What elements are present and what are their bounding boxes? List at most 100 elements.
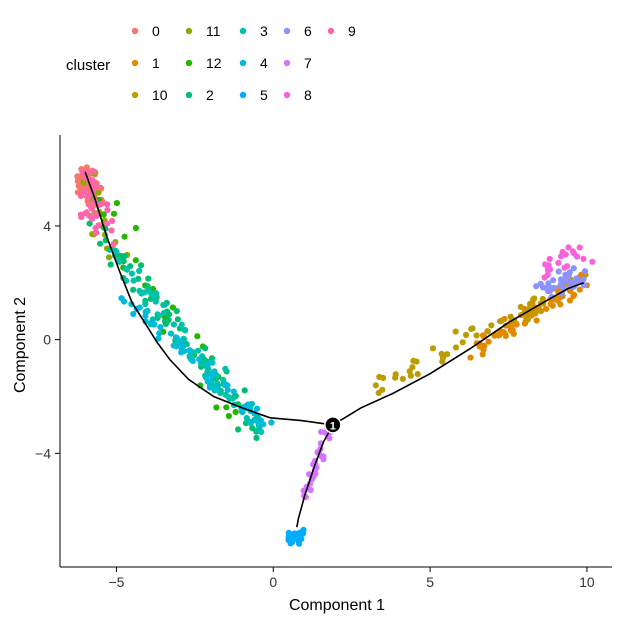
data-point: [576, 244, 583, 251]
series-cluster-7: [300, 424, 334, 501]
data-point: [480, 346, 487, 353]
data-point: [88, 215, 96, 222]
data-point: [235, 426, 242, 433]
data-point: [297, 532, 304, 539]
data-point: [186, 347, 193, 354]
data-point: [531, 295, 538, 302]
data-point: [571, 291, 578, 298]
data-point: [318, 428, 325, 435]
data-point: [166, 311, 173, 318]
legend-swatch-9: [327, 27, 335, 35]
data-point: [407, 372, 414, 379]
data-point: [105, 254, 113, 261]
data-point: [545, 267, 552, 274]
data-point: [108, 227, 115, 234]
data-point: [320, 453, 327, 460]
data-point: [224, 386, 231, 394]
data-point: [485, 338, 492, 345]
data-point: [543, 305, 550, 312]
data-point: [488, 322, 495, 329]
data-point: [130, 286, 137, 293]
data-point: [194, 333, 201, 340]
data-point: [151, 321, 158, 328]
data-point: [167, 330, 175, 337]
y-tick-label: −4: [35, 445, 51, 461]
series-cluster-8: [541, 244, 596, 281]
data-point: [524, 316, 531, 323]
legend-item-0: 0: [131, 23, 160, 39]
trajectory-branch-3: [296, 424, 334, 528]
legend-label-2: 2: [206, 87, 214, 103]
data-point: [554, 295, 562, 303]
data-point: [109, 217, 116, 224]
data-point: [463, 331, 470, 338]
data-point: [479, 332, 487, 339]
data-point: [392, 371, 399, 378]
data-point: [182, 327, 189, 334]
data-point: [136, 267, 143, 274]
legend-item-11: 11: [185, 23, 221, 39]
data-point: [254, 405, 261, 412]
data-point: [202, 345, 209, 352]
data-point: [174, 316, 181, 323]
data-point: [529, 309, 536, 317]
data-point: [91, 183, 98, 190]
legend-swatch-0: [131, 27, 139, 35]
data-point: [533, 317, 540, 324]
data-point: [555, 259, 562, 266]
x-axis-title: Component 1: [289, 597, 385, 614]
data-point: [576, 286, 583, 293]
data-point: [130, 310, 137, 318]
legend-label-4: 4: [260, 55, 268, 71]
legend-item-3: 3: [239, 23, 268, 39]
series-cluster-10: [372, 295, 547, 396]
data-point: [115, 257, 122, 264]
data-point: [100, 211, 107, 218]
data-point: [209, 373, 216, 380]
legend-label-9: 9: [348, 23, 356, 39]
data-point: [92, 211, 99, 218]
legend-item-10: 10: [131, 87, 168, 103]
data-point: [132, 257, 139, 264]
trajectory-lines: 1: [84, 171, 585, 528]
y-tick-label: 0: [43, 332, 51, 348]
series-cluster-4: [118, 295, 275, 428]
data-point: [173, 308, 180, 315]
data-point: [569, 279, 577, 287]
data-point: [104, 201, 111, 208]
data-point: [537, 280, 544, 287]
data-point: [550, 277, 557, 284]
data-point: [181, 348, 188, 355]
data-point: [574, 253, 581, 260]
data-point: [452, 344, 460, 351]
data-point: [230, 388, 237, 395]
data-point: [155, 335, 162, 342]
data-point: [121, 253, 128, 260]
data-point: [444, 351, 451, 358]
data-point: [429, 345, 437, 352]
legend-swatch-7: [283, 59, 291, 67]
data-point: [152, 298, 159, 305]
data-point: [295, 537, 302, 545]
data-point: [145, 275, 152, 282]
data-point: [539, 295, 546, 303]
data-point: [220, 376, 227, 383]
data-point: [256, 425, 263, 432]
legend-item-8: 8: [283, 87, 312, 103]
data-point: [562, 275, 570, 282]
data-point: [510, 330, 517, 337]
data-point: [161, 309, 168, 316]
data-point: [541, 274, 548, 281]
legend-swatch-4: [239, 59, 247, 67]
data-point: [222, 391, 229, 398]
data-point: [439, 354, 447, 361]
data-point: [542, 261, 549, 268]
data-point: [581, 268, 589, 275]
data-point: [243, 414, 250, 422]
data-point: [77, 192, 85, 199]
legend-item-7: 7: [283, 55, 312, 71]
data-point: [128, 270, 135, 277]
legend-swatch-2: [185, 91, 193, 99]
legend-swatch-10: [131, 91, 139, 99]
